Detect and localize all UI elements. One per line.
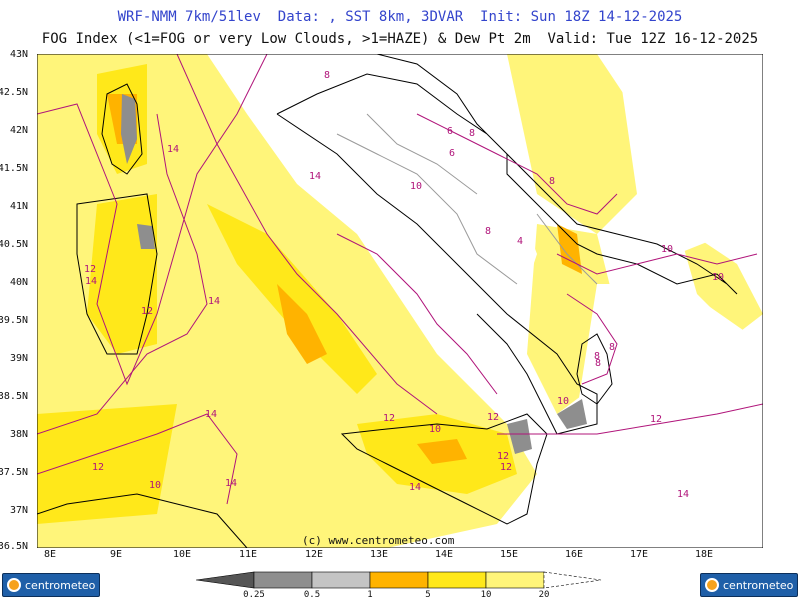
colorbar-label: 1 <box>367 590 373 600</box>
colorbar-label: 0.25 <box>243 590 265 600</box>
svg-text:14: 14 <box>208 296 220 307</box>
svg-text:10: 10 <box>429 424 441 435</box>
lon-label: 9E <box>109 549 123 560</box>
svg-text:10: 10 <box>557 396 569 407</box>
svg-text:8: 8 <box>469 128 475 139</box>
svg-text:12: 12 <box>487 412 499 423</box>
fog-grey-field <box>121 94 587 454</box>
lon-label: 10E <box>172 549 192 560</box>
svg-text:14: 14 <box>85 276 97 287</box>
lon-label: 15E <box>499 549 519 560</box>
lon-label: 14E <box>434 549 454 560</box>
svg-text:4: 4 <box>517 236 523 247</box>
svg-text:8: 8 <box>609 342 615 353</box>
map-title: WRF-NMM 7km/51lev Data: , SST 8km, 3DVAR… <box>117 9 683 25</box>
lat-label: 40N <box>9 277 28 288</box>
watermark: (c) www.centrometeo.com <box>302 534 455 547</box>
svg-text:12: 12 <box>141 306 153 317</box>
lat-label: 37.5N <box>0 467 28 478</box>
lat-label: 42.5N <box>0 87 28 98</box>
svg-text:8: 8 <box>595 358 601 369</box>
lat-label: 40.5N <box>0 239 28 250</box>
svg-text:10: 10 <box>712 272 724 283</box>
colorbar-label: 10 <box>480 590 492 600</box>
svg-text:8: 8 <box>549 176 555 187</box>
globe-icon <box>705 578 719 592</box>
lat-label: 42N <box>9 125 28 136</box>
svg-text:12: 12 <box>383 413 395 424</box>
lat-label: 38.5N <box>0 391 28 402</box>
dewpoint-contours <box>37 54 763 505</box>
svg-text:12: 12 <box>84 264 96 275</box>
svg-text:10: 10 <box>410 181 422 192</box>
svg-text:10: 10 <box>661 244 673 255</box>
map-subtitle: FOG Index (<1=FOG or very Low Clouds, >1… <box>41 31 759 47</box>
svg-text:14: 14 <box>409 482 421 493</box>
svg-text:12: 12 <box>650 414 662 425</box>
svg-text:10: 10 <box>149 480 161 491</box>
svg-text:6: 6 <box>449 148 455 159</box>
globe-icon <box>7 578 21 592</box>
borders <box>336 113 598 285</box>
lat-label: 41.5N <box>0 163 28 174</box>
svg-text:12: 12 <box>500 462 512 473</box>
colorbar <box>196 571 602 589</box>
svg-text:14: 14 <box>225 478 237 489</box>
lon-label: 11E <box>238 549 258 560</box>
coastline <box>37 54 738 548</box>
lat-label: 39.5N <box>0 315 28 326</box>
lat-label: 41N <box>9 201 28 212</box>
lon-label: 18E <box>694 549 714 560</box>
svg-text:14: 14 <box>309 171 321 182</box>
colorbar-label: 5 <box>425 590 431 600</box>
svg-text:8: 8 <box>485 226 491 237</box>
lon-label: 12E <box>304 549 324 560</box>
lon-label: 13E <box>369 549 389 560</box>
lat-label: 36.5N <box>0 541 28 552</box>
lat-label: 37N <box>9 505 28 516</box>
svg-text:6: 6 <box>447 126 453 137</box>
colorbar-label: 0.5 <box>303 590 321 600</box>
svg-text:12: 12 <box>92 462 104 473</box>
centrometeo-logo-left[interactable]: centrometeo <box>2 573 100 597</box>
logo-text: centrometeo <box>25 578 96 592</box>
colorbar-label: 20 <box>538 590 550 600</box>
svg-text:8: 8 <box>594 351 600 362</box>
svg-text:8: 8 <box>324 70 330 81</box>
svg-text:12: 12 <box>497 451 509 462</box>
lat-label: 38N <box>9 429 28 440</box>
svg-text:14: 14 <box>167 144 179 155</box>
centrometeo-logo-right[interactable]: centrometeo <box>700 573 798 597</box>
logo-text: centrometeo <box>723 578 794 592</box>
lon-label: 8E <box>43 549 57 560</box>
svg-text:14: 14 <box>205 409 217 420</box>
lon-label: 17E <box>629 549 649 560</box>
svg-text:14: 14 <box>677 489 689 500</box>
lat-label: 39N <box>9 353 28 364</box>
lat-label: 43N <box>9 49 28 60</box>
lon-label: 16E <box>564 549 584 560</box>
